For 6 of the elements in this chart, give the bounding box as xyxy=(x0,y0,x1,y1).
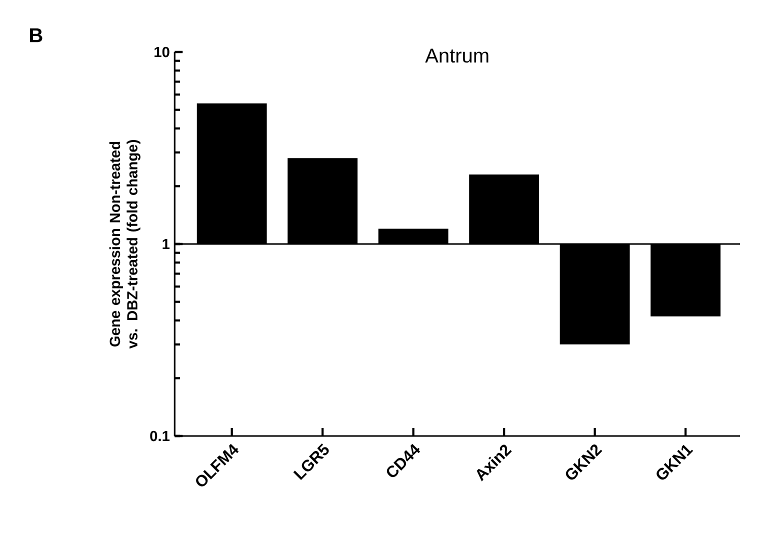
y-axis-title: Gene expression Non-treated vs. DBZ-treated (fold change) xyxy=(109,140,140,349)
text: B xyxy=(30,28,42,42)
chart-title: Antrum xyxy=(425,48,488,63)
y-tick-label: 10 xyxy=(154,46,170,58)
y-tick-label: 1 xyxy=(162,238,170,250)
y-tick-label: 0.1 xyxy=(150,430,170,442)
